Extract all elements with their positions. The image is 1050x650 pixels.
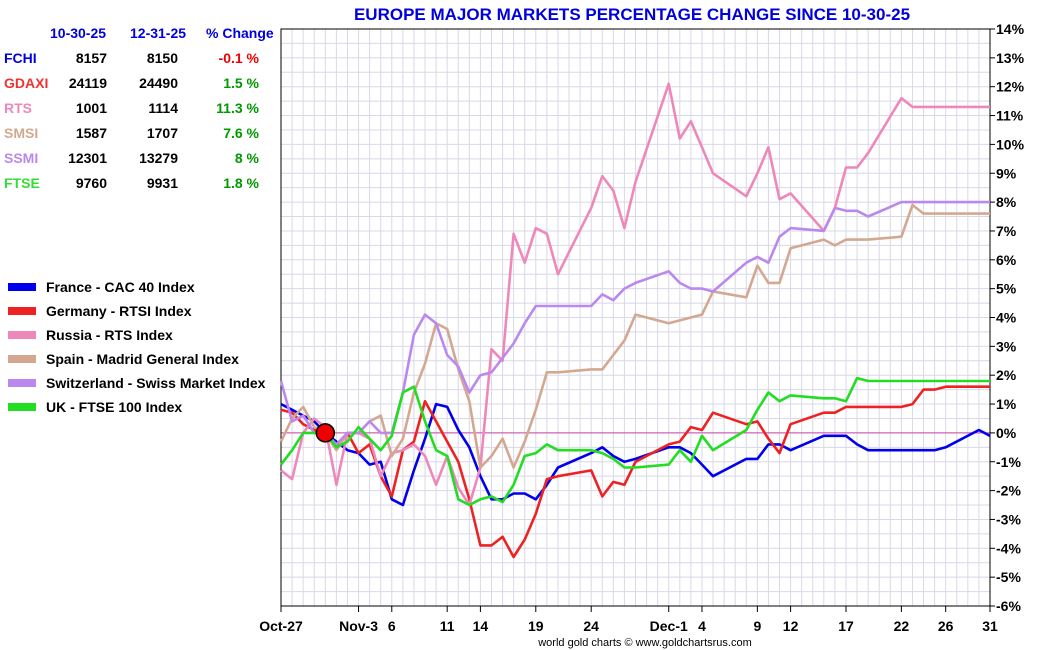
y-tick-label: -3%	[996, 511, 1021, 527]
x-tick-label: 22	[894, 618, 910, 634]
row-end: 1707	[146, 125, 178, 141]
legend-swatch	[8, 355, 36, 363]
x-tick-label: 12	[783, 618, 799, 634]
x-tick-label: 26	[938, 618, 954, 634]
legend-swatch	[8, 283, 36, 291]
y-tick-label: 11%	[996, 108, 1024, 124]
legend-label: Russia - RTS Index	[46, 327, 173, 343]
legend-label: Spain - Madrid General Index	[46, 351, 239, 367]
row-start: 1587	[75, 125, 107, 141]
x-tick-label: Dec-1	[650, 618, 688, 634]
y-tick-label: 4%	[996, 310, 1017, 326]
y-tick-label: -5%	[996, 569, 1021, 585]
x-tick-label: 14	[473, 618, 489, 634]
legend-swatch	[8, 403, 36, 411]
row-change: 8 %	[234, 150, 259, 166]
x-tick-label: 17	[838, 618, 854, 634]
x-tick-label: 4	[698, 618, 706, 634]
y-tick-label: -1%	[996, 454, 1021, 470]
row-start: 9760	[75, 175, 107, 191]
row-change: 7.6 %	[223, 125, 259, 141]
header-start: 10-30-25	[50, 25, 107, 41]
row-start: 8157	[75, 50, 107, 66]
x-tick-label: Nov-3	[339, 618, 378, 634]
y-axis: 14% 13% 12% 11% 10% 9% 8% 7% 6% 5% 4% 3% 2% 1% 0% -1% -2…	[990, 21, 1025, 614]
row-symbol: SMSI	[4, 125, 39, 141]
row-change: 1.5 %	[223, 75, 259, 91]
row-end: 8150	[146, 50, 178, 66]
header-change: % Change	[206, 25, 274, 41]
table-row: RTS 1001 1114 11.3 %	[0, 100, 285, 118]
y-tick-label: 1%	[996, 396, 1017, 412]
y-tick-label: 12%	[996, 79, 1025, 95]
series-line-2	[280, 82, 990, 507]
y-tick-label: 10%	[996, 136, 1025, 152]
row-symbol: GDAXI	[4, 75, 49, 91]
row-change: 1.8 %	[223, 175, 259, 191]
x-tick-label: 11	[440, 618, 455, 634]
table-row: FCHI 8157 8150 -0.1 %	[0, 50, 285, 68]
y-tick-label: 9%	[996, 165, 1017, 181]
y-tick-label: 7%	[996, 223, 1017, 239]
legend-label: UK - FTSE 100 Index	[46, 399, 183, 415]
table-row: FTSE 9760 9931 1.8 %	[0, 175, 285, 193]
y-tick-label: 0%	[996, 425, 1017, 441]
grid	[280, 28, 991, 607]
x-tick-label: Oct-27	[259, 618, 303, 634]
row-start: 24119	[68, 75, 107, 91]
header-end: 12-31-25	[130, 25, 187, 41]
row-symbol: FCHI	[4, 50, 37, 66]
row-end: 24490	[139, 75, 178, 91]
table-row: SSMI 12301 13279 8 %	[0, 150, 285, 168]
legend-label: France - CAC 40 Index	[46, 279, 195, 295]
y-tick-label: -4%	[996, 540, 1021, 556]
series-layer	[279, 82, 991, 559]
x-tick-label: 31	[982, 618, 998, 634]
row-change: 11.3 %	[216, 100, 259, 116]
series-line-4	[279, 200, 990, 446]
series-line-3	[279, 203, 990, 469]
y-tick-label: -2%	[996, 483, 1021, 499]
row-symbol: SSMI	[4, 150, 39, 166]
row-end: 1114	[148, 100, 178, 116]
y-tick-label: 5%	[996, 281, 1017, 297]
row-end: 13279	[139, 150, 178, 166]
y-tick-label: 3%	[996, 338, 1017, 354]
row-end: 9931	[146, 175, 178, 191]
summary-table: 10-30-25 12-31-25 % Change FCHI 8157 8150 -…	[0, 0, 285, 200]
chart-title: EUROPE MAJOR MARKETS PERCENTAGE CHANGE S…	[354, 5, 910, 24]
row-change: -0.1 %	[218, 50, 259, 66]
x-tick-label: 9	[753, 618, 761, 634]
y-tick-label: 13%	[996, 50, 1025, 66]
y-tick-label: -6%	[996, 598, 1021, 614]
series-line-5	[279, 376, 990, 507]
legend-label: Germany - RTSI Index	[46, 303, 192, 319]
y-tick-label: 8%	[996, 194, 1017, 210]
legend-swatch	[8, 307, 36, 315]
y-tick-label: 6%	[996, 252, 1017, 268]
base-marker	[315, 423, 336, 443]
row-symbol: FTSE	[4, 175, 40, 191]
row-symbol: RTS	[4, 100, 32, 116]
x-tick-label: 24	[583, 618, 599, 634]
legend-swatch	[8, 331, 36, 339]
table-row: GDAXI 24119 24490 1.5 %	[0, 75, 285, 93]
x-tick-label: 19	[528, 618, 544, 634]
y-tick-label: 14%	[996, 21, 1025, 37]
legend-label: Switzerland - Swiss Market Index	[46, 375, 266, 391]
footer-credit: world gold charts © www.goldchartsrus.co…	[537, 637, 752, 649]
x-axis: Oct-27 Nov-3 6 11 14 19 24 Dec-1 4 9 12 17 22 26 31	[259, 606, 998, 634]
row-start: 12301	[68, 150, 107, 166]
table-row: SMSI 1587 1707 7.6 %	[0, 125, 285, 143]
x-tick-label: 6	[388, 618, 396, 634]
legend-swatch	[8, 379, 36, 387]
row-start: 1001	[75, 100, 107, 116]
y-tick-label: 2%	[996, 367, 1017, 383]
